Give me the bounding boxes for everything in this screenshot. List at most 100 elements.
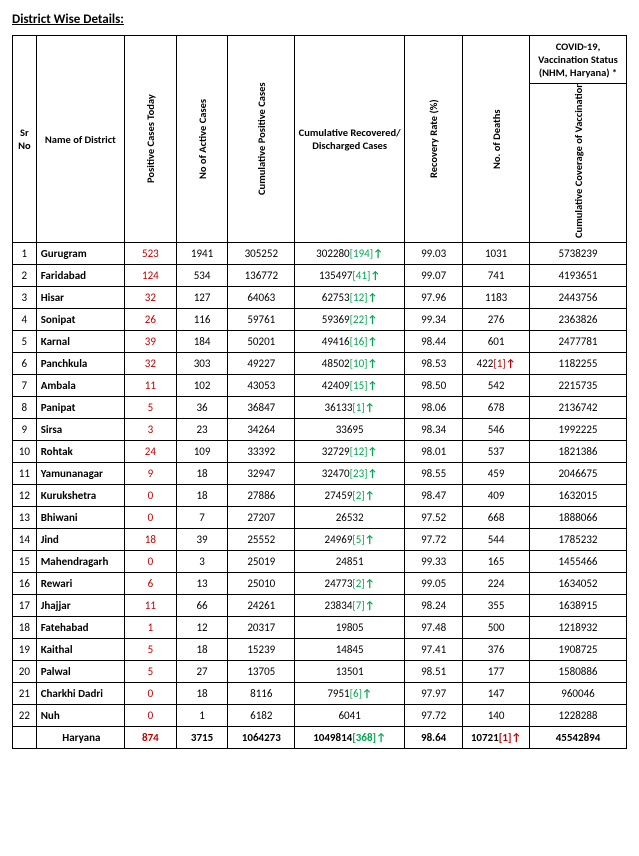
cell-death: 668	[463, 507, 530, 529]
cell-pos: 11	[125, 595, 177, 617]
cell-vac: 1888066	[530, 507, 627, 529]
cell-rec: 62753[12]↑	[295, 287, 405, 309]
cell-rate: 97.52	[405, 507, 463, 529]
table-row: 9Sirsa323342643369598.345461992225	[13, 419, 627, 441]
cell-rec: 26532	[295, 507, 405, 529]
cell-vac: 1218932	[530, 617, 627, 639]
cell-death: 741	[463, 265, 530, 287]
cell-cum: 50201	[228, 331, 295, 353]
cell-rate: 99.34	[405, 309, 463, 331]
cell-rate: 98.44	[405, 331, 463, 353]
cell-death: 546	[463, 419, 530, 441]
cell-vac: 1228288	[530, 705, 627, 727]
cell-vac: 1785232	[530, 529, 627, 551]
cell-rec: 48502[10]↑	[295, 353, 405, 375]
cell-sr: 3	[13, 287, 37, 309]
cell-cum: 25552	[228, 529, 295, 551]
cell-sr: 17	[13, 595, 37, 617]
cell-vac: 1634052	[530, 573, 627, 595]
cell-rate: 97.41	[405, 639, 463, 661]
table-row: 16Rewari6132501024773[2]↑99.052241634052	[13, 573, 627, 595]
cell-sr: 18	[13, 617, 37, 639]
cell-active: 7	[176, 507, 228, 529]
cell-death: 500	[463, 617, 530, 639]
th-active: No of Active Cases	[176, 36, 228, 243]
cell-pos: 0	[125, 705, 177, 727]
cell-rec: 24773[2]↑	[295, 573, 405, 595]
cell-cum: 59761	[228, 309, 295, 331]
cell-death: 1031	[463, 243, 530, 265]
cell-rate: 97.72	[405, 529, 463, 551]
cell-active: 1941	[176, 243, 228, 265]
cell-rec: 33695	[295, 419, 405, 441]
cell-rate: 99.03	[405, 243, 463, 265]
cell-cum: 305252	[228, 243, 295, 265]
cell-vac: 1580886	[530, 661, 627, 683]
cell-name: Kurukshetra	[36, 485, 124, 507]
cell-sr: 6	[13, 353, 37, 375]
cell-rec: 32729[12]↑	[295, 441, 405, 463]
cell-rate: 98.55	[405, 463, 463, 485]
cell-name: Bhiwani	[36, 507, 124, 529]
cell-sr: 1	[13, 243, 37, 265]
cell-vac: 4193651	[530, 265, 627, 287]
table-row: 22Nuh016182604197.721401228288	[13, 705, 627, 727]
cell-sr: 16	[13, 573, 37, 595]
cell-name: Sirsa	[36, 419, 124, 441]
cell-pos: 5	[125, 639, 177, 661]
cell-rec: 23834[7]↑	[295, 595, 405, 617]
cell-death: 147	[463, 683, 530, 705]
cell-rate: 98.47	[405, 485, 463, 507]
cell-name: Fatehabad	[36, 617, 124, 639]
table-row: 6Panchkula323034922748502[10]↑98.53422[1…	[13, 353, 627, 375]
cell-active: 18	[176, 463, 228, 485]
cell-vac: 2136742	[530, 397, 627, 419]
cell-name: Hisar	[36, 287, 124, 309]
table-row: 20Palwal527137051350198.511771580886	[13, 661, 627, 683]
cell-death: 544	[463, 529, 530, 551]
page-title: District Wise Details:	[12, 12, 627, 27]
cell-sr: 22	[13, 705, 37, 727]
cell-cum: 20317	[228, 617, 295, 639]
cell-cum: 27886	[228, 485, 295, 507]
cell-rate: 99.05	[405, 573, 463, 595]
table-row: 13Bhiwani07272072653297.526681888066	[13, 507, 627, 529]
cell-cum: 15239	[228, 639, 295, 661]
cell-name: Mahendragarh	[36, 551, 124, 573]
cell-name: Rewari	[36, 573, 124, 595]
cell-pos: 5	[125, 661, 177, 683]
cell-rec: 13501	[295, 661, 405, 683]
cell-sr: 12	[13, 485, 37, 507]
cell-pos: 24	[125, 441, 177, 463]
th-vac-cum: Cumulative Coverage of Vaccination	[530, 84, 627, 243]
cell-rate: 99.33	[405, 551, 463, 573]
cell-name: Karnal	[36, 331, 124, 353]
cell-pos: 3	[125, 419, 177, 441]
cell-rec: 27459[2]↑	[295, 485, 405, 507]
cell-name: Kaithal	[36, 639, 124, 661]
cell-active: 3715	[176, 727, 228, 749]
cell-rec: 19805	[295, 617, 405, 639]
cell-sr: 2	[13, 265, 37, 287]
cell-death: 459	[463, 463, 530, 485]
table-row: 15Mahendragarh03250192485199.33165145546…	[13, 551, 627, 573]
cell-active: 534	[176, 265, 228, 287]
cell-cum: 6182	[228, 705, 295, 727]
cell-name: Jind	[36, 529, 124, 551]
cell-name: Charkhi Dadri	[36, 683, 124, 705]
cell-sr: 10	[13, 441, 37, 463]
cell-rate: 98.51	[405, 661, 463, 683]
cell-death: 678	[463, 397, 530, 419]
cell-pos: 5	[125, 397, 177, 419]
cell-name: Nuh	[36, 705, 124, 727]
cell-name: Haryana	[36, 727, 124, 749]
cell-sr: 7	[13, 375, 37, 397]
table-row: 1Gurugram5231941305252302280[194]↑99.031…	[13, 243, 627, 265]
cell-vac: 2443756	[530, 287, 627, 309]
cell-vac: 2477781	[530, 331, 627, 353]
cell-death: 376	[463, 639, 530, 661]
cell-death: 601	[463, 331, 530, 353]
cell-rec: 59369[22]↑	[295, 309, 405, 331]
table-row: 5Karnal391845020149416[16]↑98.4460124777…	[13, 331, 627, 353]
cell-sr: 14	[13, 529, 37, 551]
